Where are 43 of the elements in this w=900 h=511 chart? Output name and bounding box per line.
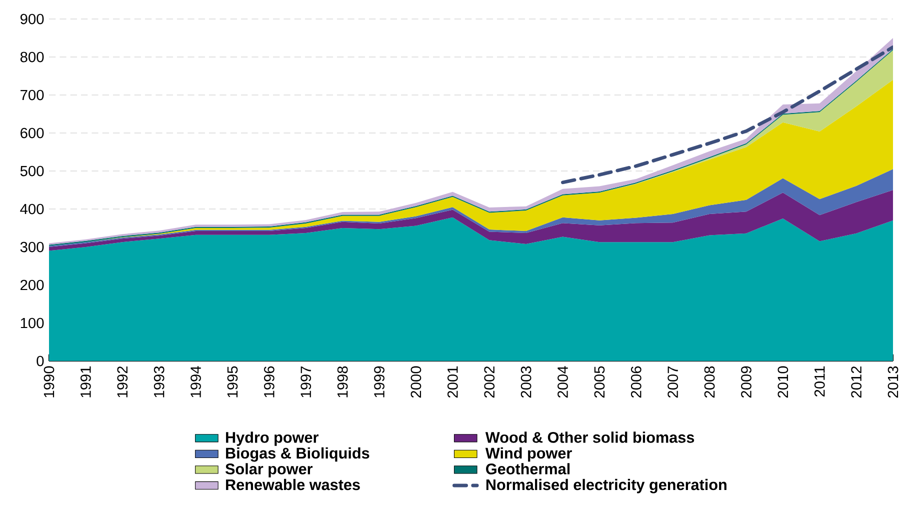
x-tick-label: 1999 (374, 366, 384, 398)
legend-label: Wood & Other solid biomass (485, 432, 694, 443)
y-tick-label: 300 (20, 242, 44, 252)
x-tick-label: 2001 (447, 366, 458, 398)
x-tick-label: 2006 (630, 366, 642, 398)
y-tick-label: 700 (20, 90, 44, 100)
x-tick-label: 2012 (851, 366, 862, 398)
x-tick-label: 2011 (814, 366, 825, 397)
x-tick-label: 2008 (704, 366, 715, 398)
y-tick-label: 800 (20, 52, 44, 62)
x-tick-label: 2010 (778, 366, 788, 398)
line-series (561, 45, 894, 184)
legend-label: Solar power (225, 463, 313, 478)
legend-label: Renewable wastes (226, 478, 360, 490)
x-tick-label: 1994 (190, 366, 201, 398)
x-tick-label: 1991 (80, 366, 91, 398)
x-tick-label: 2013 (888, 366, 898, 398)
legend-label: Wind power (485, 447, 572, 462)
y-tick-label: 900 (20, 14, 44, 24)
x-tick-label: 1996 (264, 366, 274, 398)
legend-label: Geothermal (486, 463, 570, 474)
x-tick-label: 1990 (44, 366, 54, 398)
x-tick-label: 1993 (154, 366, 164, 398)
y-tick-label: 600 (20, 128, 44, 138)
x-tick-label: 1998 (337, 366, 348, 398)
x-tick-label: 2000 (410, 366, 422, 398)
x-tick-label: 2004 (558, 366, 568, 398)
x-tick-label: 2009 (741, 366, 752, 398)
y-tick-label: 400 (20, 204, 44, 214)
x-tick-label: 1992 (117, 366, 128, 398)
y-tick-label: 500 (20, 166, 44, 176)
x-tick-label: 2005 (594, 366, 605, 398)
y-tick-label: 0 (36, 356, 44, 366)
x-tick-label: 1997 (300, 366, 312, 398)
x-tick-label: 2003 (520, 366, 532, 398)
legend-label: Biogas & Bioliquids (226, 447, 370, 462)
y-tick-label: 200 (20, 280, 44, 290)
y-tick-label: 100 (20, 318, 44, 328)
legend-label: Hydro power (226, 432, 318, 446)
x-tick-label: 1995 (227, 366, 238, 398)
legend-label: Normalised electricity generation (486, 478, 726, 494)
x-tick-label: 2007 (668, 366, 678, 398)
x-tick-label: 2002 (484, 366, 495, 398)
